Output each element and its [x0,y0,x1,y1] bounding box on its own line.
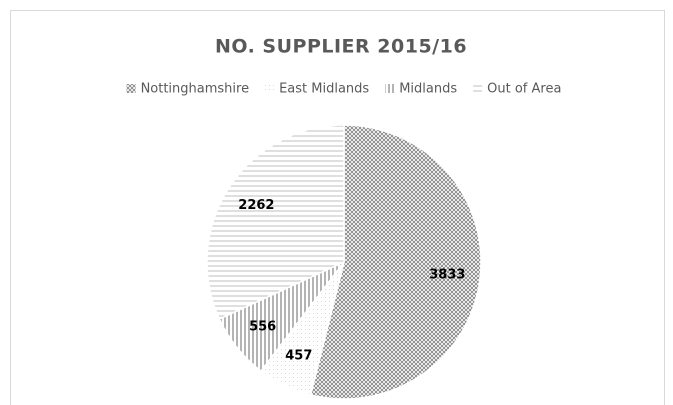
pie-slice [206,124,345,320]
legend-swatch [385,84,395,93]
pie-slice [309,124,482,400]
data-label: 2262 [238,198,274,213]
legend-swatch [126,84,136,93]
data-label: 3833 [429,267,465,282]
data-label: 556 [249,320,276,335]
chart-title: NO. SUPPLIER 2015/16 [215,36,467,58]
legend-label: Nottinghamshire [141,82,250,97]
legend-label: Midlands [399,82,457,97]
legend-swatch [473,84,483,93]
legend-swatch [265,84,275,93]
data-label: 457 [285,348,312,363]
legend-label: Out of Area [487,82,561,97]
legend-label: East Midlands [279,82,369,97]
